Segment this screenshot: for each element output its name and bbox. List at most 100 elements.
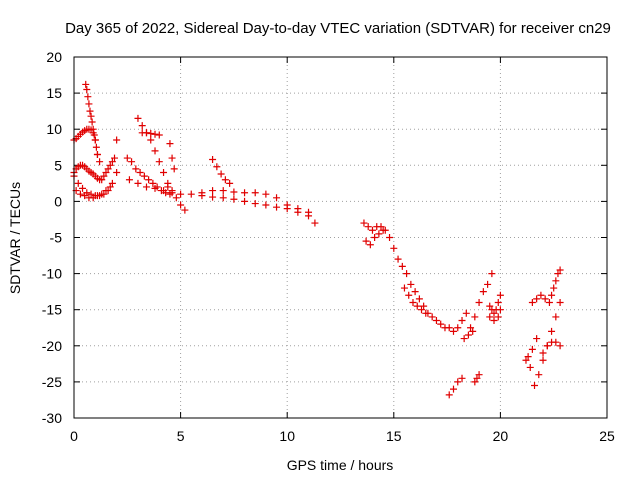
data-point [93, 150, 101, 158]
data-point [556, 298, 564, 306]
data-point [488, 270, 496, 278]
data-point [108, 179, 116, 187]
y-tick-label: 20 [46, 49, 62, 65]
data-point [102, 169, 110, 177]
data-point [251, 200, 259, 208]
data-point [535, 371, 543, 379]
data-point [537, 291, 545, 299]
data-point [422, 309, 430, 317]
data-point [437, 320, 445, 328]
series-arc-aa [524, 335, 541, 361]
data-point [475, 371, 483, 379]
data-point [221, 176, 229, 184]
data-point [102, 187, 110, 195]
data-point [128, 158, 136, 166]
y-axis-label: SDTVAR / TECUs [7, 182, 23, 294]
y-tick-label: -10 [42, 266, 62, 282]
data-point [445, 391, 453, 399]
data-point [113, 169, 121, 177]
data-point [170, 165, 178, 173]
data-point [394, 255, 402, 263]
data-point [445, 324, 453, 332]
data-point [496, 291, 504, 299]
data-point [390, 244, 398, 252]
data-point [531, 382, 539, 390]
x-tick-label: 0 [70, 428, 78, 444]
data-point [490, 317, 498, 325]
data-point [145, 176, 153, 184]
data-point [142, 183, 150, 191]
series-arc-f [123, 154, 174, 198]
series-arc-v [486, 306, 504, 325]
data-point [88, 118, 96, 126]
data-point [168, 187, 176, 195]
data-point [533, 295, 541, 303]
data-point [241, 189, 249, 197]
data-point [283, 205, 291, 213]
data-point [134, 114, 142, 122]
data-point [100, 172, 108, 180]
series-arc-h [138, 129, 163, 139]
data-point [415, 295, 423, 303]
data-point [405, 291, 413, 299]
series-arc-l [209, 156, 234, 187]
data-point [104, 165, 112, 173]
data-point [140, 172, 148, 180]
data-point [160, 187, 168, 195]
series-arc-y [539, 338, 564, 357]
data-point [151, 130, 159, 138]
data-point [411, 288, 419, 296]
x-tick-label: 25 [599, 428, 615, 444]
data-point [362, 237, 370, 245]
data-point [96, 158, 104, 166]
x-axis-label: GPS time / hours [287, 457, 394, 473]
data-point [226, 179, 234, 187]
data-point [106, 183, 114, 191]
y-tick-label: 15 [46, 85, 62, 101]
data-point [155, 131, 163, 139]
data-point [89, 194, 97, 202]
data-point [74, 179, 82, 187]
data-point [528, 345, 536, 353]
data-point [84, 93, 92, 101]
data-point [469, 327, 477, 335]
y-tick-label: 10 [46, 121, 62, 137]
series-arc-m [198, 192, 319, 227]
data-point [375, 230, 383, 238]
series-arc-p [400, 284, 430, 317]
series-arc-t [460, 327, 477, 343]
data-point [241, 197, 249, 205]
data-point [524, 353, 532, 361]
data-point [490, 309, 498, 317]
data-point [494, 313, 502, 321]
data-point [377, 223, 385, 231]
data-point [494, 298, 502, 306]
data-point [545, 298, 553, 306]
series-arc-n [360, 219, 470, 335]
data-point [496, 306, 504, 314]
y-tick-label: -25 [42, 374, 62, 390]
series-arc-k [166, 140, 178, 173]
x-tick-label: 10 [279, 428, 295, 444]
data-point [134, 179, 142, 187]
data-point [98, 176, 106, 184]
series-arc-s [471, 371, 483, 386]
series-arc-w [522, 298, 564, 390]
data-point [371, 234, 379, 241]
data-point [213, 163, 221, 171]
data-point [83, 85, 91, 93]
data-point [187, 190, 195, 198]
data-point [273, 194, 281, 202]
data-point [449, 327, 457, 335]
series-arc-g [134, 114, 172, 187]
data-point [368, 226, 376, 234]
data-point [522, 356, 530, 364]
y-tick-label: -5 [50, 230, 63, 246]
data-point [181, 206, 189, 214]
data-point [90, 131, 98, 139]
data-point [533, 335, 541, 343]
data-point [418, 306, 426, 314]
data-point [464, 331, 472, 339]
data-point [413, 302, 421, 310]
